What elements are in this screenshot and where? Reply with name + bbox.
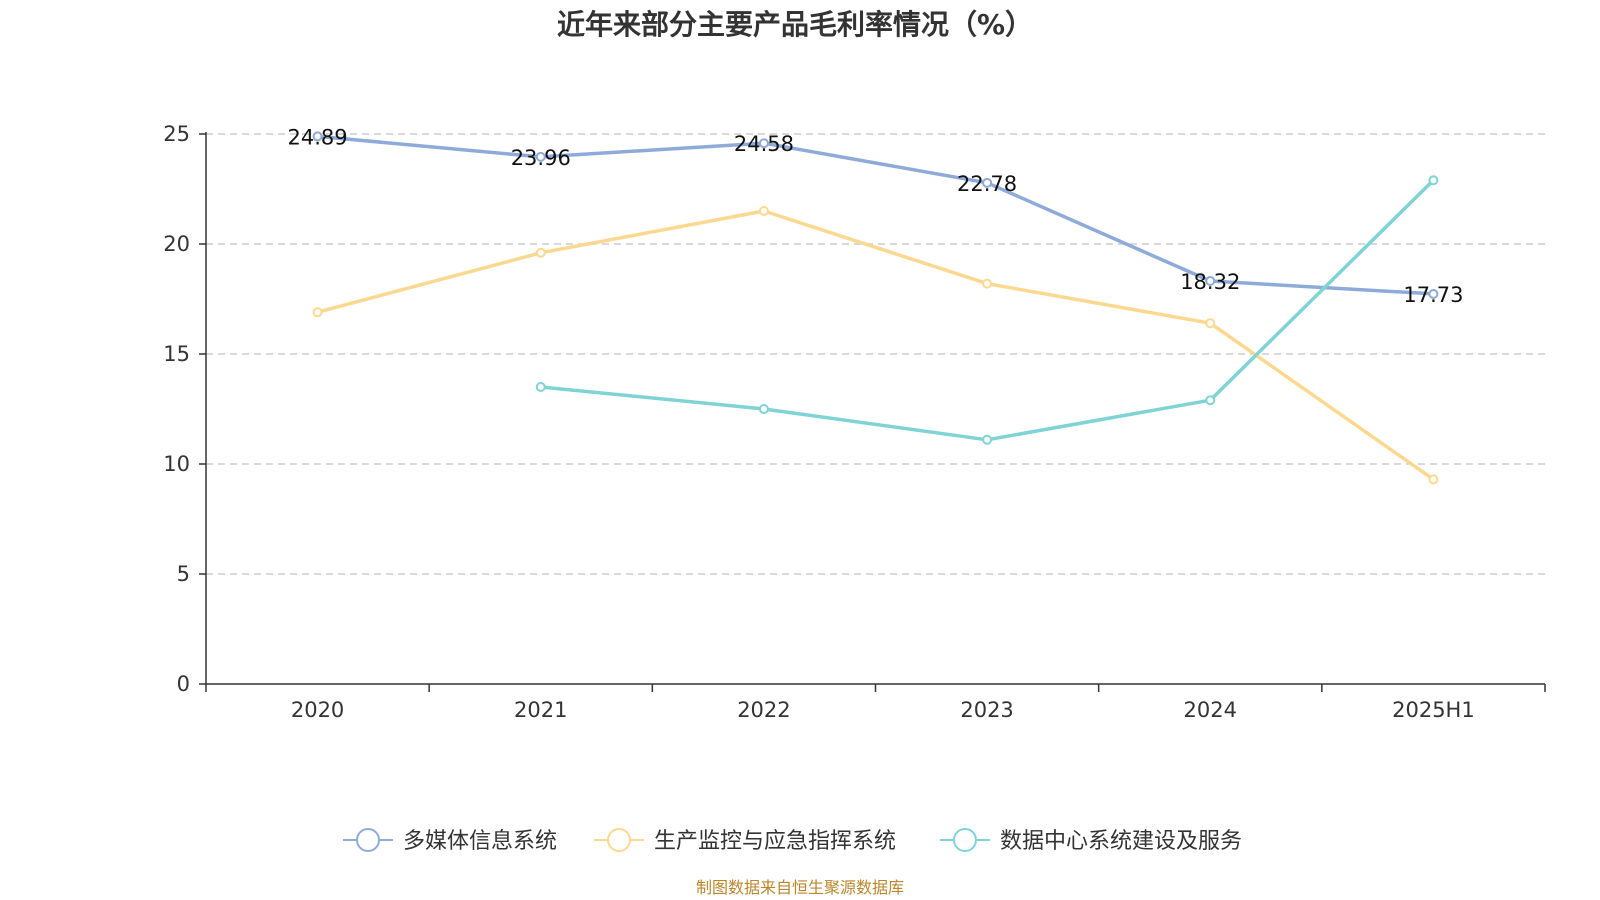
series-line [540,178,1435,442]
data-point [535,247,546,258]
data-point [1205,275,1216,286]
legend-marker [356,828,380,852]
data-point [982,434,993,445]
data-point [312,307,323,318]
legend-item[interactable]: 数据中心系统建设及服务 [940,828,1242,854]
data-point [758,138,769,149]
y-tick-label: 25 [163,122,190,146]
legend-item[interactable]: 生产监控与应急指挥系统 [594,828,896,854]
legend-marker [953,828,977,852]
data-point [758,404,769,414]
series-line [317,134,1434,296]
legend[interactable]: 多媒体信息系统 生产监控与应急指挥系统 数据中心系统建设及服务 [343,828,1242,854]
x-tick-label: 2025H1 [1392,698,1475,722]
legend-label: 多媒体信息系统 [403,829,557,854]
source-note: 制图数据来自恒生聚源数据库 [696,878,904,897]
x-tick-label: 2020 [291,698,344,722]
data-label: 24.58 [734,132,794,156]
data-label: 22.78 [957,172,1017,196]
chart-title: 近年来部分主要产品毛利率情况（%） [557,8,1033,41]
data-point [1205,395,1216,406]
data-point [535,382,546,392]
y-tick-label: 10 [163,452,190,476]
x-tick-label: 2021 [514,698,567,722]
data-point [312,131,323,142]
legend-item[interactable]: 多媒体信息系统 [343,828,557,854]
data-point [1428,288,1439,299]
legend-label: 数据中心系统建设及服务 [1000,829,1242,854]
data-point [982,278,993,289]
y-tick-label: 5 [177,562,190,586]
axes: 0 5 10 15 20 25 2020 2021 2022 2023 2024 2025H1 [163,122,1546,722]
data-labels: 24.89 23.96 24.58 22.78 18.32 17.73 [288,125,1464,307]
x-tick-label: 2022 [737,698,790,722]
y-tick-label: 0 [177,672,190,696]
legend-marker [607,828,631,852]
data-label: 17.73 [1403,283,1463,307]
legend-label: 生产监控与应急指挥系统 [654,829,896,854]
series-line [317,209,1435,481]
data-point [982,177,993,188]
data-point [1205,318,1216,329]
grid-lines [206,133,1545,575]
data-label: 18.32 [1180,270,1240,294]
data-label: 23.96 [511,146,571,170]
data-point [1428,175,1439,186]
data-label: 24.89 [288,125,348,149]
x-tick-label: 2024 [1184,698,1237,722]
x-tick-label: 2023 [960,698,1013,722]
data-point [535,151,546,162]
series-lines [312,131,1439,485]
data-point [1428,474,1439,485]
y-tick-label: 15 [163,342,190,366]
data-point [758,206,769,216]
y-tick-label: 20 [163,232,190,256]
